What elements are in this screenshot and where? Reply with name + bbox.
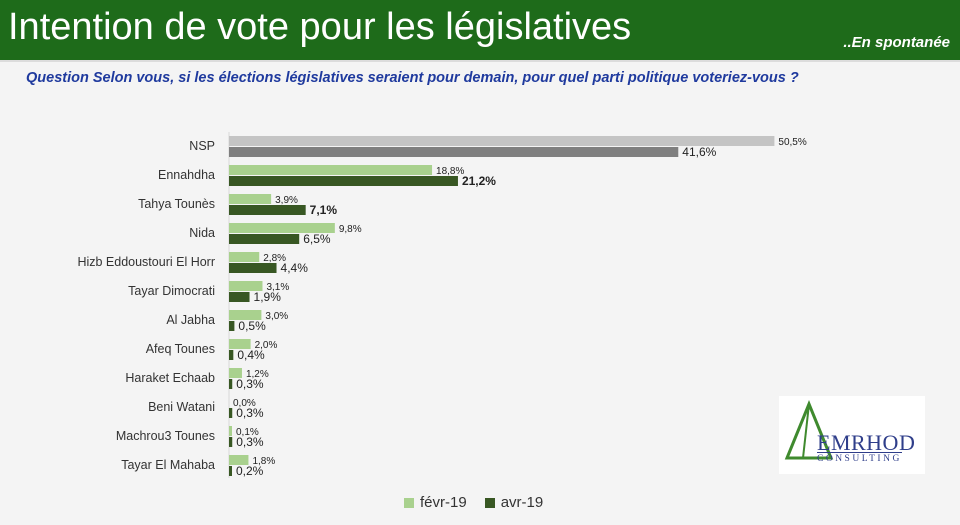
category-label: NSP bbox=[189, 139, 215, 153]
value-label-apr: 0,3% bbox=[236, 406, 264, 420]
bar-feb bbox=[229, 455, 249, 465]
bar-feb bbox=[229, 136, 775, 146]
bar-apr bbox=[229, 437, 233, 447]
legend-label-apr: avr-19 bbox=[500, 494, 544, 511]
value-label-apr: 6,5% bbox=[303, 232, 331, 246]
category-label: Haraket Echaab bbox=[125, 371, 215, 385]
page-subtitle: ..En spontanée bbox=[843, 34, 950, 51]
category-label: Hizb Eddoustouri El Horr bbox=[77, 255, 215, 269]
bar-feb bbox=[229, 194, 272, 204]
value-label-feb: 1,2% bbox=[246, 369, 269, 380]
legend-label-feb: févr-19 bbox=[420, 494, 467, 511]
category-label: Tayar El Mahaba bbox=[121, 458, 215, 472]
value-label-apr: 0,2% bbox=[236, 464, 264, 478]
bar-apr bbox=[229, 292, 250, 302]
value-label-apr: 0,3% bbox=[236, 435, 264, 449]
logo-tagline: CONSULTING bbox=[817, 452, 902, 464]
header-bar: Intention de vote pour les législatives … bbox=[0, 0, 960, 62]
logo-mountain-icon bbox=[784, 400, 834, 460]
bar-apr bbox=[229, 379, 233, 389]
value-label-feb: 50,5% bbox=[778, 137, 806, 148]
value-label-feb: 3,0% bbox=[265, 311, 288, 322]
page-title: Intention de vote pour les législatives bbox=[8, 6, 632, 48]
bar-feb bbox=[229, 252, 260, 262]
category-label: Tahya Tounès bbox=[138, 197, 215, 211]
value-label-apr: 0,5% bbox=[238, 319, 266, 333]
bar-apr bbox=[229, 234, 300, 244]
value-label-apr: 0,4% bbox=[237, 348, 265, 362]
value-label-feb: 18,8% bbox=[436, 166, 464, 177]
bar-feb bbox=[229, 339, 251, 349]
category-label: Nida bbox=[189, 226, 215, 240]
category-label: Machrou3 Tounes bbox=[116, 429, 215, 443]
value-label-feb: 0,0% bbox=[233, 398, 256, 409]
legend-swatch-feb bbox=[404, 497, 414, 508]
category-label: Beni Watani bbox=[148, 400, 215, 414]
value-label-feb: 2,0% bbox=[255, 340, 278, 351]
value-label-apr: 7,1% bbox=[310, 203, 338, 217]
company-logo: EMRHOD CONSULTING bbox=[779, 396, 925, 474]
bar-feb bbox=[229, 165, 433, 175]
bar-apr bbox=[229, 147, 679, 157]
bar-apr bbox=[229, 350, 234, 360]
value-label-feb: 0,1% bbox=[236, 427, 259, 438]
category-label: Ennahdha bbox=[158, 168, 215, 182]
bar-apr bbox=[229, 263, 277, 273]
logo-name: EMRHOD bbox=[817, 430, 916, 455]
legend-item-feb: févr-19 bbox=[404, 494, 467, 511]
bar-apr bbox=[229, 408, 233, 418]
value-label-feb: 9,8% bbox=[339, 224, 362, 235]
value-label-feb: 3,9% bbox=[275, 195, 298, 206]
category-label: Afeq Tounes bbox=[146, 342, 215, 356]
value-label-apr: 4,4% bbox=[281, 261, 309, 275]
bar-apr bbox=[229, 176, 458, 186]
bar-feb bbox=[229, 281, 263, 291]
value-label-apr: 21,2% bbox=[462, 174, 496, 188]
bar-feb bbox=[229, 426, 232, 436]
bar-feb bbox=[229, 310, 262, 320]
bar-apr bbox=[229, 466, 232, 476]
bar-feb bbox=[229, 223, 335, 233]
legend-item-apr: avr-19 bbox=[484, 494, 544, 511]
value-label-feb: 3,1% bbox=[266, 282, 289, 293]
value-label-feb: 1,8% bbox=[252, 456, 275, 467]
bar-apr bbox=[229, 205, 306, 215]
survey-question: Question Selon vous, si les élections lé… bbox=[26, 70, 799, 86]
value-label-apr: 0,3% bbox=[236, 377, 264, 391]
chart-legend: févr-19 avr-19 bbox=[404, 494, 561, 511]
value-label-apr: 1,9% bbox=[254, 290, 282, 304]
legend-swatch-apr bbox=[484, 497, 495, 508]
bar-feb bbox=[229, 368, 242, 378]
value-label-feb: 2,8% bbox=[263, 253, 286, 264]
bar-apr bbox=[229, 321, 235, 331]
category-label: Tayar Dimocrati bbox=[128, 284, 215, 298]
category-label: Al Jabha bbox=[166, 313, 215, 327]
value-label-apr: 41,6% bbox=[682, 145, 716, 159]
